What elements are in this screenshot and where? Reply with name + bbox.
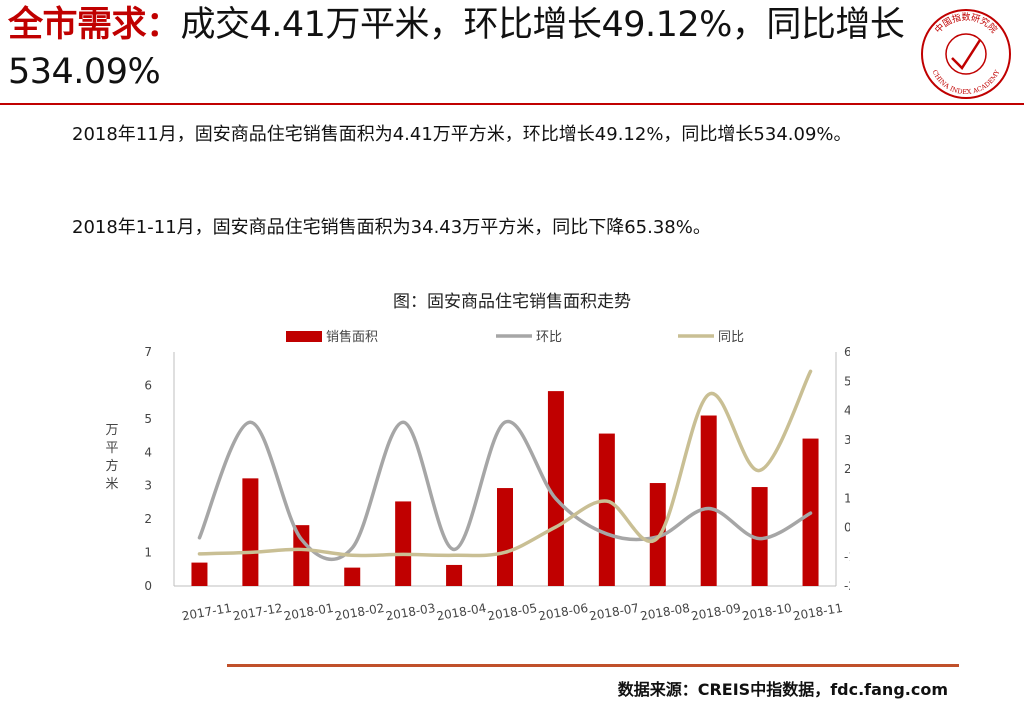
bar-2018-03 <box>395 501 412 586</box>
paragraph-ytd: 2018年1-11月，固安商品住宅销售面积为34.43万平方米，同比下降65.3… <box>72 217 711 238</box>
y-tick-label: 4 <box>144 445 152 459</box>
bar-2018-06 <box>547 391 564 586</box>
y2-tick-label: 600 <box>844 345 850 359</box>
legend-label-1: 环比 <box>536 330 562 345</box>
bar-2017-11 <box>191 562 208 586</box>
x-tick-label: 2018-11 <box>792 601 844 623</box>
bar-2018-05 <box>497 488 513 586</box>
logo-text-top: 中国指数研究院 <box>932 11 1000 36</box>
x-tick-label: 2018-05 <box>486 601 538 623</box>
page-title: 全市需求：成交4.41万平米，环比增长49.12%，同比增长534.09% <box>8 2 908 96</box>
y2-tick-label: 200 <box>844 462 850 476</box>
x-tick-label: 2018-03 <box>385 601 437 623</box>
footer-divider <box>227 664 959 667</box>
y-tick-label: 7 <box>144 345 152 359</box>
bar-2018-08 <box>649 483 666 586</box>
series-line-mom <box>197 419 813 561</box>
x-tick-label: 2018-01 <box>283 601 335 623</box>
x-tick-label: 2018-02 <box>334 601 386 623</box>
y-tick-label: 0 <box>144 579 152 593</box>
y2-tick-label: -100 <box>844 550 850 564</box>
bar-2018-04 <box>446 564 463 586</box>
x-tick-label: 2018-04 <box>435 601 487 623</box>
y-axis-label-char: 万 <box>105 423 118 438</box>
sales-area-chart: 01234567-200-1000100200300400500600万平方米%… <box>105 329 850 623</box>
legend-swatch-0 <box>286 331 322 342</box>
bar-2017-12 <box>242 478 259 586</box>
source-note: 数据来源：CREIS中指数据，fdc.fang.com <box>617 680 948 699</box>
legend-label-0: 销售面积 <box>326 329 378 345</box>
bar-2018-02 <box>344 567 361 586</box>
y-tick-label: 2 <box>144 512 152 526</box>
x-tick-label: 2018-09 <box>690 601 742 623</box>
bar-2018-09 <box>700 415 717 586</box>
logo-seal-icon: 中国指数研究院 CHINA INDEX ACADEMY <box>921 9 1011 99</box>
legend-label-2: 同比 <box>718 330 744 345</box>
x-tick-label: 2017-12 <box>232 601 284 623</box>
bar-2018-10 <box>751 487 768 586</box>
y-axis-label-char: 平 <box>105 441 118 456</box>
y-tick-label: 5 <box>144 412 152 426</box>
x-tick-label: 2017-11 <box>181 601 233 623</box>
y-axis-label-char: 方 <box>105 458 118 474</box>
header-divider <box>0 103 1024 105</box>
y2-tick-label: 100 <box>844 491 850 505</box>
page-title-text: 成交4.41万平米，环比增长49.12%，同比增长534.09% <box>8 5 905 92</box>
x-tick-label: 2018-10 <box>741 601 793 623</box>
y-tick-label: 3 <box>144 479 152 493</box>
paragraph-monthly: 2018年11月，固安商品住宅销售面积为4.41万平方米，环比增长49.12%，… <box>72 124 852 145</box>
x-tick-label: 2018-08 <box>639 601 691 623</box>
y2-tick-label: 300 <box>844 433 850 447</box>
y2-tick-label: -200 <box>844 579 850 593</box>
chart-title: 图：固安商品住宅销售面积走势 <box>393 292 631 312</box>
y2-tick-label: 400 <box>844 404 850 418</box>
bar-2018-07 <box>598 433 615 586</box>
y-tick-label: 6 <box>144 378 152 392</box>
page-title-highlight: 全市需求： <box>8 5 181 45</box>
y-axis-label-char: 米 <box>105 477 118 492</box>
series-line-yoy <box>197 369 813 558</box>
x-tick-label: 2018-06 <box>537 601 589 623</box>
y2-tick-label: 0 <box>844 521 850 535</box>
bar-2018-01 <box>293 525 310 586</box>
y2-tick-label: 500 <box>844 374 850 388</box>
y-tick-label: 1 <box>144 546 152 560</box>
logo-text-bottom: CHINA INDEX ACADEMY <box>931 68 1002 96</box>
x-tick-label: 2018-07 <box>588 601 640 623</box>
